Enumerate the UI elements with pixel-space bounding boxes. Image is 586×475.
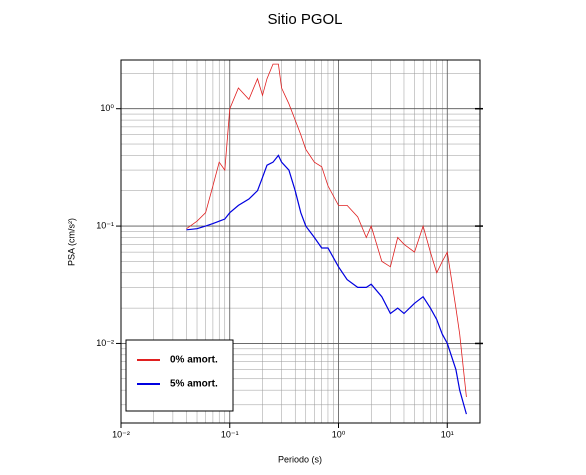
x-tick-label: 10¹ <box>441 429 454 439</box>
x-axis-label: Periodo (s) <box>278 454 322 464</box>
legend-label: 0% amort. <box>170 355 218 366</box>
x-tick-label: 10⁻² <box>112 429 130 439</box>
y-tick-label: 10⁻¹ <box>96 220 114 230</box>
y-tick-label: 10⁰ <box>100 103 114 113</box>
legend-label: 5% amort. <box>170 379 218 390</box>
y-axis-label: PSA (cm/s²) <box>66 218 76 266</box>
chart-title: Sitio PGOL <box>267 11 342 28</box>
x-tick-label: 10⁰ <box>332 429 346 439</box>
data-line <box>186 154 467 415</box>
plot-frame <box>120 59 481 424</box>
y-tick-label: 10⁻² <box>96 338 114 348</box>
legend-box <box>125 339 234 412</box>
x-tick-label: 10⁻¹ <box>221 429 239 439</box>
data-line <box>186 63 467 398</box>
